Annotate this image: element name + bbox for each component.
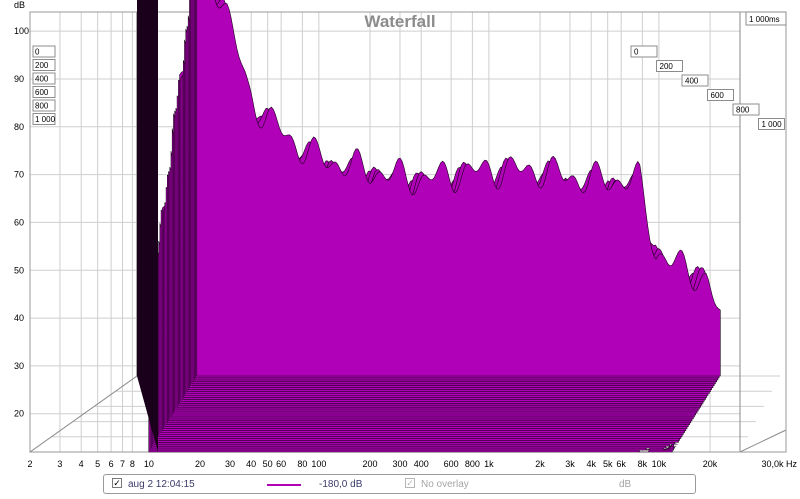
y-tick-label: 80 [14,122,24,132]
y-tick-label: 30 [14,361,24,371]
x-tick-label: 200 [363,459,378,469]
depth-label-text: 1 000 [35,115,56,124]
depth-label-text: 200 [35,61,49,70]
depth-label-right: 400 [681,74,709,87]
x-tick-label: 100 [311,459,326,469]
depth-label-left: 400 [32,72,56,85]
x-tick-label: 20 [195,459,205,469]
y-tick-label: 60 [14,217,24,227]
slice-side-face [137,0,158,452]
depth-label-box [32,45,56,58]
y-tick-label: 40 [14,313,24,323]
x-tick-label: 30 [225,459,235,469]
x-tick-label: 5 [95,459,100,469]
measurement-checkbox[interactable]: ✓ [112,478,122,488]
depth-label-box [32,113,56,125]
x-tick-label: 800 [465,459,480,469]
depth-label-left: 800 [32,99,56,112]
depth-label-box [758,118,785,130]
depth-label-text: 1 000 [762,120,783,129]
x-tick-label: 20k [703,459,718,469]
y-axis-label: dB [14,0,25,10]
depth-max-box: 1 000ms [745,11,787,26]
waterfall-slice [196,0,721,377]
x-tick-label: 3k [565,459,575,469]
depth-label-right: 0 [630,45,658,58]
x-tick-label: 4 [79,459,84,469]
depth-label-text: 800 [35,102,49,111]
x-tick-label: 60 [276,459,286,469]
x-tick-label: 30,0k Hz [761,459,797,469]
x-tick-label: 400 [414,459,429,469]
measurement-label[interactable]: aug 2 12:04:15 [128,479,195,490]
waterfall-slices [137,0,721,453]
x-tick-label: 10 [144,459,154,469]
x-tick-label: 80 [297,459,307,469]
depth-label-left: 600 [32,86,56,98]
right-wall [739,11,787,453]
x-tick-label: 6 [109,459,114,469]
x-tick-label: 8 [130,459,135,469]
level-value[interactable]: -180,0 dB [319,479,363,490]
x-tick-label: 2 [27,459,32,469]
y-tick-label: 20 [14,409,24,419]
depth-label-box [656,60,683,72]
x-tick-label: 40 [246,459,256,469]
depth-label-right: 1 000 [758,118,785,130]
overlay-label[interactable]: No overlay [421,479,469,490]
measurement-color-swatch [267,484,301,486]
x-tick-label: 8k [638,459,648,469]
x-tick-label: 50 [263,459,273,469]
x-tick-label: 1k [484,459,494,469]
overlay-checkbox[interactable]: ✓ [405,478,415,488]
x-tick-label: 600 [444,459,459,469]
x-tick-label: 10k [652,459,667,469]
overlay-unit: dB [619,479,632,490]
depth-label-text: 0 [35,48,40,57]
x-axis-ticks: 2 3 4 5 6 7 8 10 20 30 40 50 60 80 100 200 300 400 600 800 1… [27,459,797,469]
depth-label-box [32,72,56,85]
depth-label-box [707,89,734,101]
depth-label-box [732,103,760,116]
x-tick-label: 300 [392,459,407,469]
y-tick-label: 90 [14,74,24,84]
depth-label-left: 200 [32,59,56,71]
y-tick-label: 70 [14,170,24,180]
chart-title: Waterfall [364,12,435,31]
depth-label-text: 400 [685,77,699,86]
x-tick-label: 6k [616,459,626,469]
depth-label-text: 200 [660,62,674,71]
depth-label-right: 800 [732,103,760,116]
y-tick-label: 100 [14,26,29,36]
depth-label-text: 400 [35,75,49,84]
x-tick-label: 5k [603,459,613,469]
depth-label-text: 0 [634,48,639,57]
x-tick-label: 3 [57,459,62,469]
depth-label-box [681,74,709,87]
depth-label-text: 600 [35,88,49,97]
depth-label-left: 0 [32,45,56,58]
depth-label-box [630,45,658,58]
depth-label-box [32,59,56,71]
x-tick-label: 2k [535,459,545,469]
depth-label-text: 800 [736,106,750,115]
depth-max-label: 1 000ms [749,15,780,24]
y-tick-label: 50 [14,265,24,275]
depth-label-left: 1 000 [32,113,56,125]
depth-label-right: 600 [707,89,734,101]
depth-label-box [32,86,56,98]
depth-label-right: 200 [656,60,683,72]
y-axis-ticks: 20 30 40 50 60 70 80 90 100 [14,26,29,419]
depth-label-text: 600 [711,91,725,100]
x-tick-label: 4k [586,459,596,469]
depth-axis-labels: 0 0 200 200 400 400 600 600 800 800 1 000 1 000 [32,45,785,130]
x-tick-label: 7 [120,459,125,469]
legend-bar: ✓ aug 2 12:04:15 -180,0 dB ✓ No overlay … [103,474,696,494]
depth-label-box [32,99,56,112]
